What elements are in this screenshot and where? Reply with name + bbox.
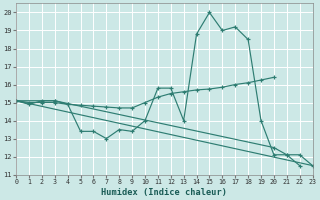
X-axis label: Humidex (Indice chaleur): Humidex (Indice chaleur) (101, 188, 227, 197)
